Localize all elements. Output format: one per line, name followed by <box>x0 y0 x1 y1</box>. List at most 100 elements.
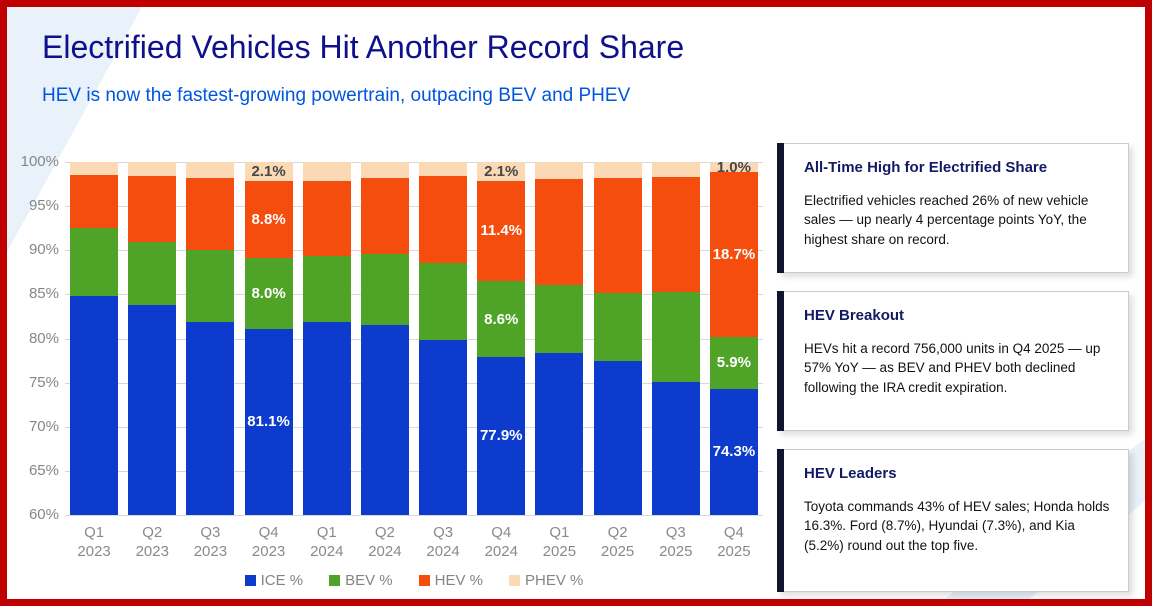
segment-bev <box>594 293 642 360</box>
segment-phev <box>419 162 467 176</box>
segment-hev: 8.8% <box>245 181 293 259</box>
y-axis-tick-label: 85% <box>19 285 59 303</box>
legend-label: PHEV % <box>525 572 583 589</box>
x-axis-tick-label: Q22025 <box>588 523 648 561</box>
segment-bev <box>186 250 234 321</box>
bar-q3-2024 <box>419 162 467 515</box>
data-label: 8.6% <box>484 312 518 327</box>
segment-ice: 77.9% <box>477 357 525 515</box>
callout-body: HEVs hit a record 756,000 units in Q4 20… <box>804 339 1110 397</box>
callout-card-electrified-share: All-Time High for Electrified Share Elec… <box>777 143 1129 273</box>
callout-accent-bar <box>777 291 784 431</box>
segment-ice <box>419 340 467 515</box>
bar-q1-2023 <box>70 162 118 515</box>
segment-bev <box>652 292 700 382</box>
segment-bev: 8.0% <box>245 258 293 329</box>
data-label: 77.9% <box>480 428 523 443</box>
callout-heading: All-Time High for Electrified Share <box>804 159 1110 176</box>
data-label: 8.8% <box>251 212 285 227</box>
bar-q3-2025 <box>652 162 700 515</box>
segment-hev: 11.4% <box>477 181 525 282</box>
segment-ice <box>128 305 176 515</box>
segment-bev <box>419 263 467 340</box>
data-label: 74.3% <box>713 444 756 459</box>
segment-phev <box>303 162 351 181</box>
segment-hev <box>128 176 176 242</box>
segment-ice <box>535 353 583 515</box>
y-axis-tick-label: 60% <box>19 506 59 524</box>
legend-swatch <box>245 575 256 586</box>
y-axis-tick-label: 80% <box>19 330 59 348</box>
segment-bev: 8.6% <box>477 281 525 357</box>
data-label: 2.1% <box>251 164 285 179</box>
segment-ice <box>361 325 409 515</box>
segment-bev <box>303 256 351 322</box>
segment-phev <box>652 162 700 177</box>
plot-area: 2.1%8.8%8.0%81.1%2.1%11.4%8.6%77.9%1.0%1… <box>65 162 763 515</box>
segment-hev <box>535 179 583 285</box>
segment-bev: 5.9% <box>710 337 758 389</box>
bar-q2-2023 <box>128 162 176 515</box>
legend-swatch <box>419 575 430 586</box>
segment-phev: 2.1% <box>477 162 525 181</box>
segment-phev: 2.1% <box>245 162 293 181</box>
callout-accent-bar <box>777 449 784 592</box>
y-axis-tick-label: 95% <box>19 197 59 215</box>
x-axis-tick-label: Q32024 <box>413 523 473 561</box>
segment-phev <box>535 162 583 179</box>
segment-ice <box>186 322 234 515</box>
segment-hev <box>361 178 409 254</box>
chart-legend: ICE % BEV % HEV % PHEV % <box>65 572 763 589</box>
legend-item-ice: ICE % <box>245 572 304 589</box>
segment-ice: 74.3% <box>710 389 758 515</box>
x-axis-tick-label: Q12025 <box>529 523 589 561</box>
x-axis-tick-label: Q42024 <box>471 523 531 561</box>
segment-ice: 81.1% <box>245 329 293 515</box>
callout-body: Toyota commands 43% of HEV sales; Honda … <box>804 497 1110 555</box>
segment-bev <box>128 242 176 305</box>
segment-ice <box>303 322 351 515</box>
segment-ice <box>594 361 642 515</box>
y-axis-tick-label: 65% <box>19 462 59 480</box>
x-axis-tick-label: Q22024 <box>355 523 415 561</box>
callout-card-hev-breakout: HEV Breakout HEVs hit a record 756,000 u… <box>777 291 1129 431</box>
data-label: 1.0% <box>717 160 751 175</box>
slide-title: Electrified Vehicles Hit Another Record … <box>42 29 684 66</box>
data-label: 18.7% <box>713 247 756 262</box>
segment-hev <box>70 175 118 228</box>
segment-bev <box>535 285 583 353</box>
segment-bev <box>361 254 409 325</box>
segment-hev <box>419 176 467 263</box>
segment-phev <box>594 162 642 178</box>
legend-label: BEV % <box>345 572 393 589</box>
bar-q4-2025: 1.0% 18.7% 5.9% 74.3% <box>710 163 758 515</box>
x-axis-tick-label: Q32025 <box>646 523 706 561</box>
bar-q2-2024 <box>361 162 409 515</box>
y-axis-tick-label: 90% <box>19 241 59 259</box>
bar-q4-2023: 2.1% 8.8% 8.0% 81.1% <box>245 162 293 515</box>
data-label: 5.9% <box>717 355 751 370</box>
callout-card-hev-leaders: HEV Leaders Toyota commands 43% of HEV s… <box>777 449 1129 592</box>
x-axis-tick-label: Q12024 <box>297 523 357 561</box>
legend-swatch <box>329 575 340 586</box>
bar-q3-2023 <box>186 162 234 515</box>
legend-label: HEV % <box>435 572 483 589</box>
data-label: 81.1% <box>247 414 290 429</box>
legend-swatch <box>509 575 520 586</box>
slide-root: Electrified Vehicles Hit Another Record … <box>0 0 1152 606</box>
data-label: 11.4% <box>480 223 522 238</box>
y-axis-tick-label: 75% <box>19 374 59 392</box>
bar-q2-2025 <box>594 162 642 515</box>
bar-q1-2025 <box>535 162 583 515</box>
segment-hev <box>652 177 700 292</box>
callout-accent-bar <box>777 143 784 273</box>
legend-item-bev: BEV % <box>329 572 393 589</box>
y-axis-tick-label: 70% <box>19 418 59 436</box>
slide-subtitle: HEV is now the fastest-growing powertrai… <box>42 85 630 107</box>
segment-hev: 18.7% <box>710 172 758 337</box>
segment-hev <box>303 181 351 256</box>
callout-column: All-Time High for Electrified Share Elec… <box>777 143 1129 592</box>
legend-item-hev: HEV % <box>419 572 483 589</box>
segment-phev <box>186 162 234 178</box>
x-axis-tick-label: Q32023 <box>180 523 240 561</box>
